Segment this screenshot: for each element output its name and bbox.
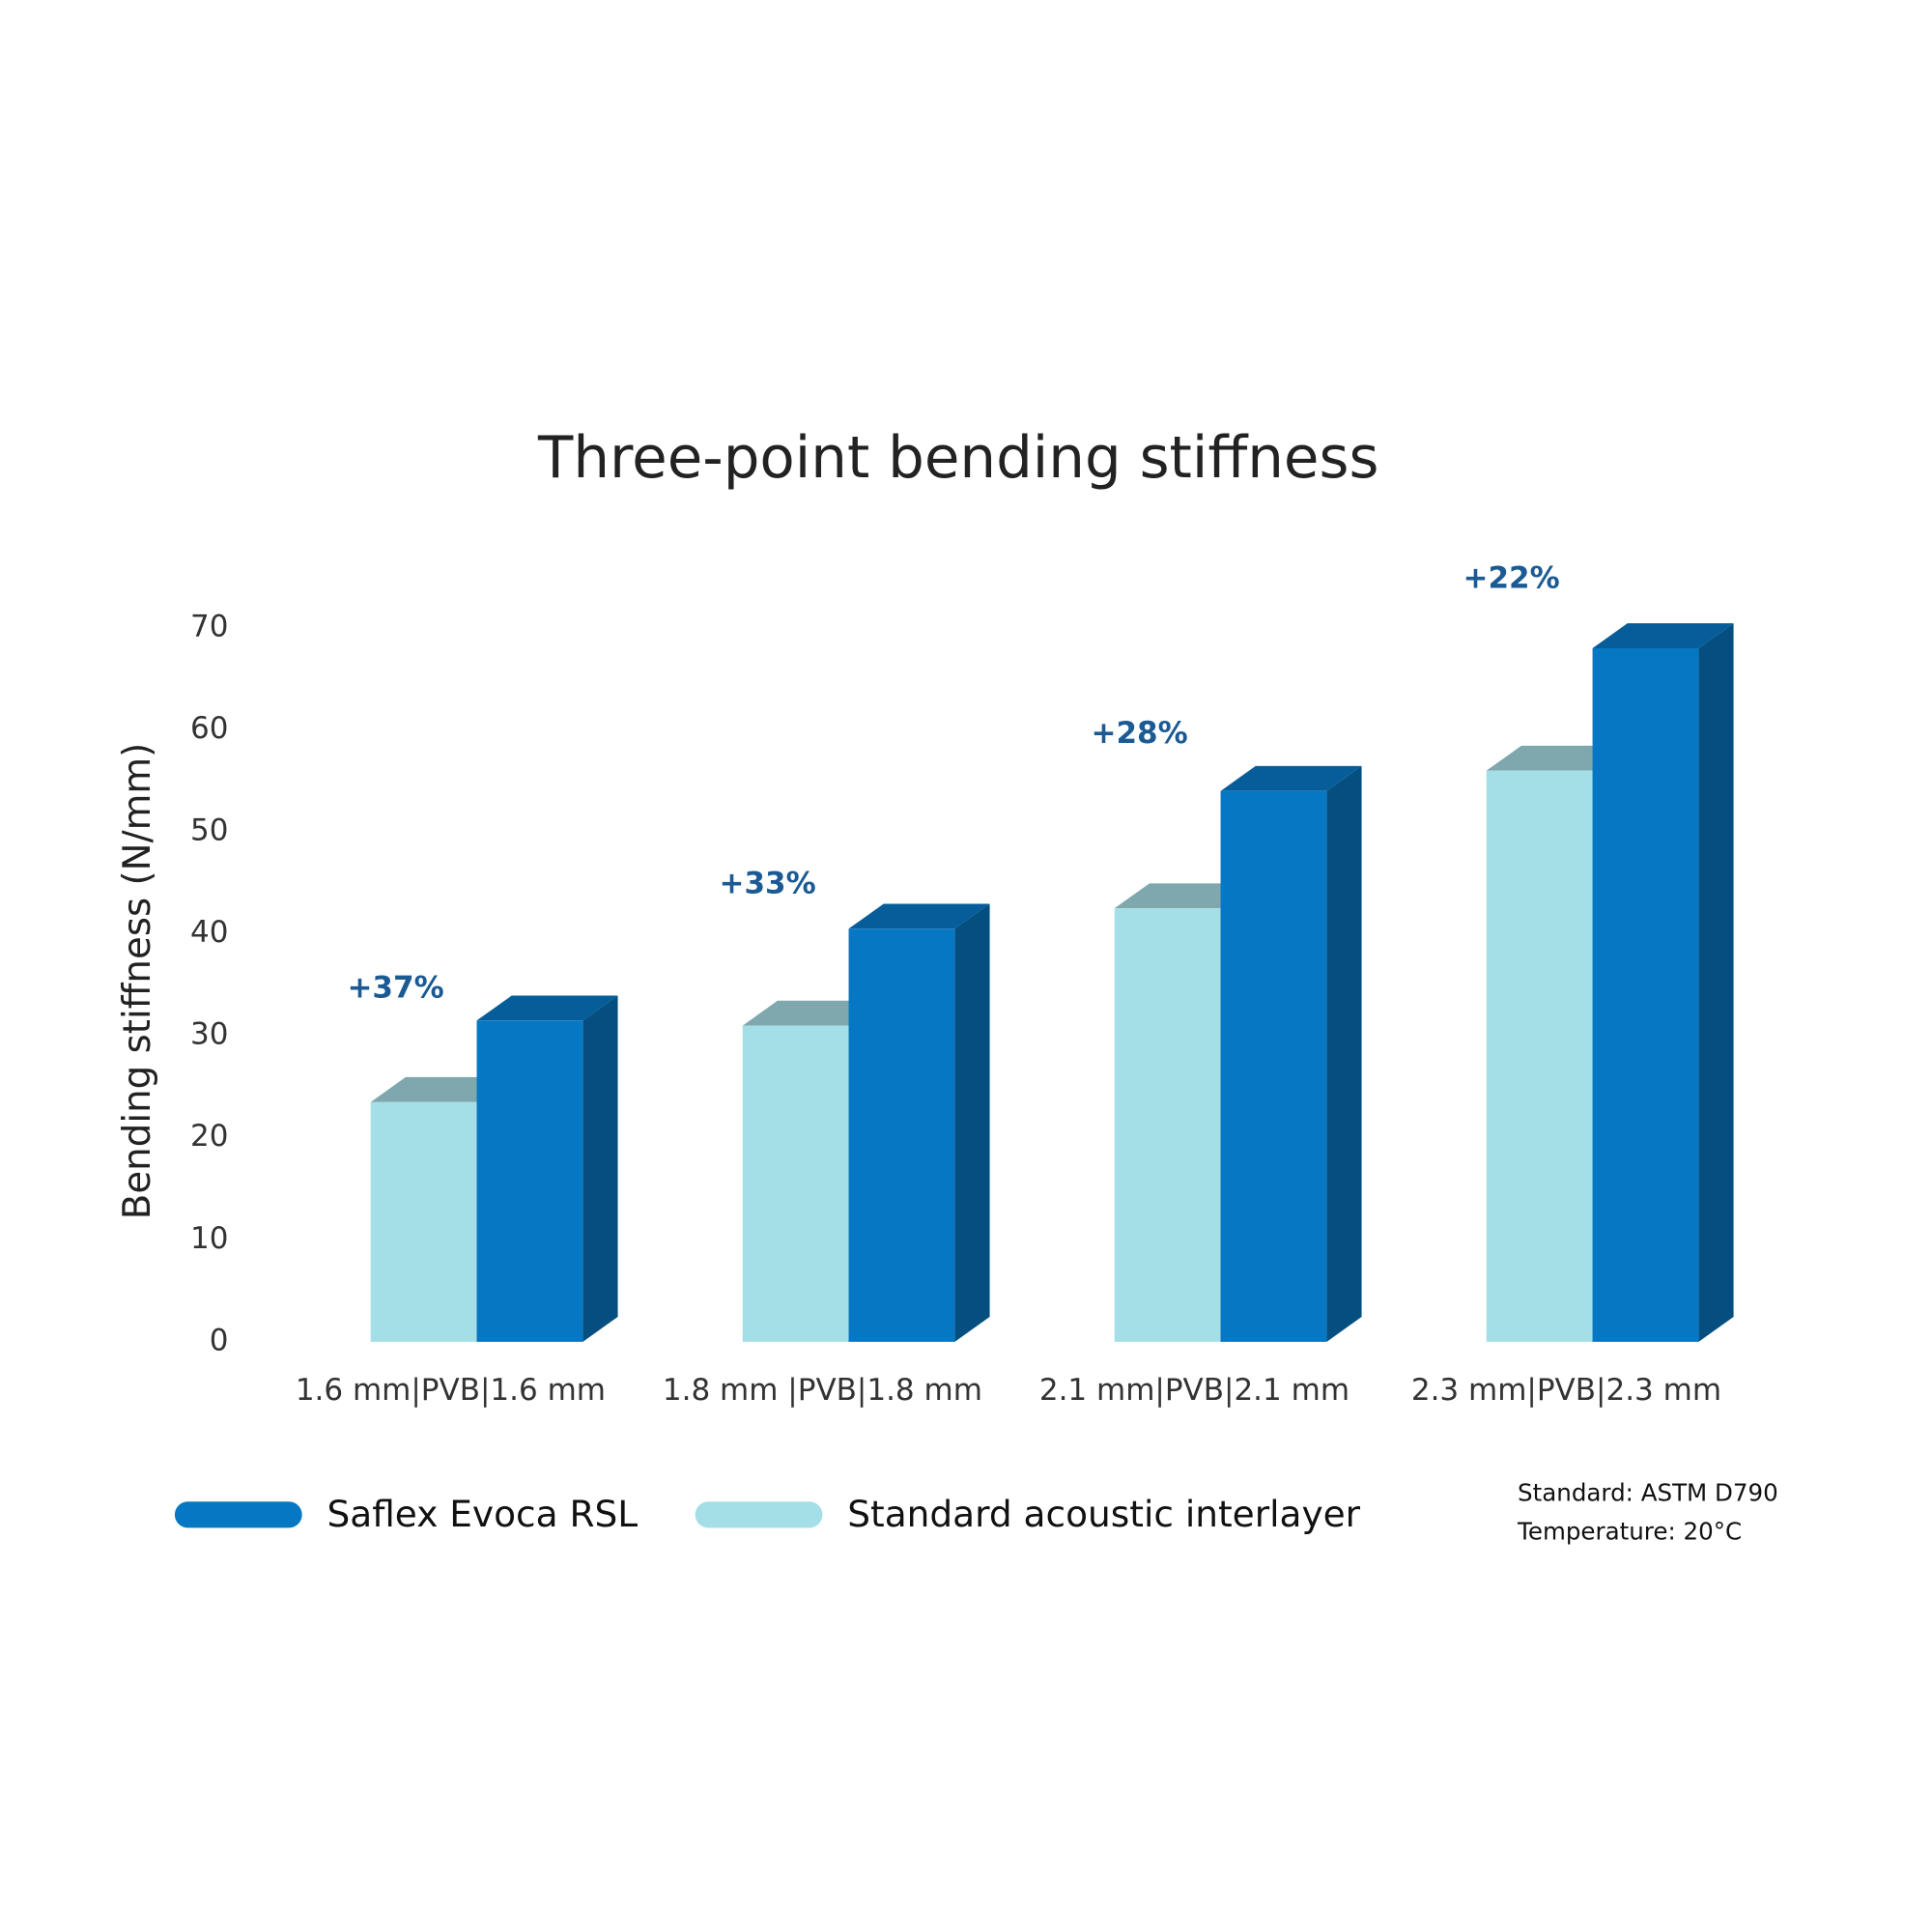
note: Temperature: 20°C [1517,1518,1742,1546]
x-tick-label: 2.3 mm|PVB|2.3 mm [1411,1373,1721,1408]
bar-side [954,903,990,1342]
x-tick-label: 1.6 mm|PVB|1.6 mm [296,1373,606,1408]
legend-swatch [695,1501,823,1528]
note: Standard: ASTM D790 [1518,1478,1778,1506]
bar [1220,765,1362,1342]
y-tick-label: 10 [190,1221,228,1256]
legend-swatch [174,1501,302,1528]
bar [1592,623,1734,1342]
bar-top [1486,745,1628,771]
bar [476,995,618,1342]
bar-top [1114,883,1256,909]
bar-front [370,1101,477,1342]
y-tick-label: 50 [190,813,228,848]
annotation: +28% [1091,716,1187,751]
x-tick-label: 1.8 mm |PVB|1.8 mm [663,1373,982,1408]
bar-top [742,1000,884,1026]
bar [848,903,990,1342]
bar-side [1326,765,1362,1342]
bar-front [742,1025,849,1342]
bar-front [1114,908,1221,1342]
bar-front [1220,790,1327,1342]
bar-front [476,1020,583,1342]
bar-top [370,1076,512,1102]
y-tick-label: 20 [190,1119,228,1154]
chart-title: Three-point bending stiffness [537,425,1378,492]
legend-label: Saflex Evoca RSL [327,1493,639,1535]
bar-front [1592,647,1699,1342]
y-tick-label: 40 [190,915,228,950]
bar-top [1220,765,1362,791]
bar-top [848,903,990,929]
legend-label: Standard acoustic interlayer [847,1493,1360,1535]
bar-side [582,995,618,1342]
bar-top [476,995,618,1021]
bar-top [1592,623,1734,648]
bar-front [1486,770,1593,1342]
x-tick-label: 2.1 mm|PVB|2.1 mm [1039,1373,1350,1408]
bar-side [1698,623,1734,1342]
bar-front [848,928,955,1342]
y-axis-label: Bending stiffness (N/mm) [116,743,159,1220]
y-tick-label: 60 [190,711,228,746]
y-tick-label: 70 [190,609,228,643]
y-tick-label: 30 [190,1017,228,1052]
y-tick-label: 0 [210,1323,229,1357]
annotation: +22% [1463,560,1560,595]
annotation: +33% [719,867,815,901]
annotation: +37% [347,971,443,1006]
